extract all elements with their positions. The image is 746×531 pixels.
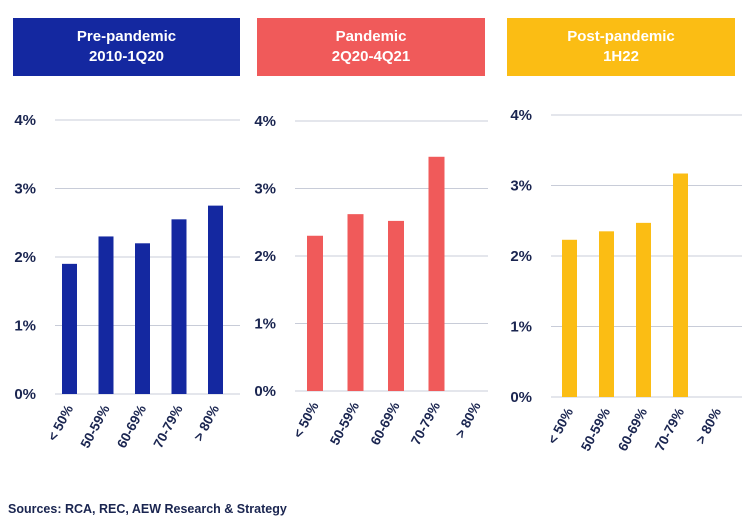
y-tick-label: 2% — [510, 248, 532, 265]
y-tick-label: 3% — [254, 181, 276, 198]
y-tick-label: 2% — [254, 248, 276, 265]
bar-charts: 0%1%2%3%4%< 50% 50-59% 60-69% 70-79% > 80%0%… — [14, 107, 742, 454]
bar — [98, 236, 114, 394]
x-tick-label: 50-59% — [578, 405, 613, 453]
y-tick-label: 0% — [14, 386, 36, 403]
bar — [388, 220, 404, 391]
panel-title-line-1: Pre-pandemic — [76, 28, 177, 45]
panel-title-line-1: Post-pandemic — [567, 28, 675, 45]
bar — [307, 235, 323, 391]
bar — [636, 222, 651, 397]
bar — [428, 156, 445, 391]
x-tick-label: 50-59% — [327, 399, 362, 447]
bar — [562, 239, 577, 397]
bar — [135, 243, 150, 394]
bar — [171, 219, 187, 394]
bar — [208, 205, 223, 394]
bar — [62, 263, 77, 394]
x-tick-label: 70-79% — [151, 402, 186, 450]
x-tick-label: > 80% — [191, 402, 222, 443]
x-tick-label: > 80% — [452, 399, 483, 440]
x-tick-label: < 50% — [45, 402, 76, 443]
panel-header-pandemic: Pandemic 2Q20-4Q21 — [257, 18, 485, 76]
x-tick-label: < 50% — [290, 399, 321, 440]
x-tick-label: > 80% — [693, 405, 724, 446]
y-tick-label: 0% — [254, 383, 276, 400]
x-tick-label: 60-69% — [114, 402, 149, 450]
y-tick-label: 0% — [510, 389, 532, 406]
x-tick-label: 50-59% — [78, 402, 113, 450]
x-tick-label: < 50% — [545, 405, 576, 446]
y-tick-label: 4% — [254, 113, 276, 130]
x-tick-label: 70-79% — [408, 399, 443, 447]
panel-header-post-pandemic: Post-pandemic 1H22 — [507, 18, 735, 76]
x-tick-label: 70-79% — [652, 405, 687, 453]
panel-title-line-2: 2Q20-4Q21 — [331, 48, 411, 65]
x-tick-label: 60-69% — [615, 405, 650, 453]
panel-title-line-2: 2010-1Q20 — [88, 48, 165, 65]
bar — [673, 173, 688, 397]
y-tick-label: 1% — [14, 318, 36, 335]
y-tick-label: 4% — [14, 112, 36, 129]
x-tick-label: 60-69% — [368, 399, 403, 447]
panel-header-pre-pandemic: Pre-pandemic 2010-1Q20 — [13, 18, 240, 76]
panel-title-line-2: 1H22 — [603, 48, 639, 65]
y-tick-label: 4% — [510, 107, 532, 124]
source-note: Sources: RCA, REC, AEW Research & Strate… — [8, 502, 287, 516]
bar — [347, 214, 364, 391]
y-tick-label: 3% — [14, 181, 36, 198]
panel-title-line-1: Pandemic — [335, 28, 407, 45]
bar — [599, 231, 614, 397]
y-tick-label: 1% — [510, 319, 532, 336]
y-tick-label: 2% — [14, 249, 36, 266]
y-tick-label: 3% — [510, 178, 532, 195]
y-tick-label: 1% — [254, 316, 276, 333]
